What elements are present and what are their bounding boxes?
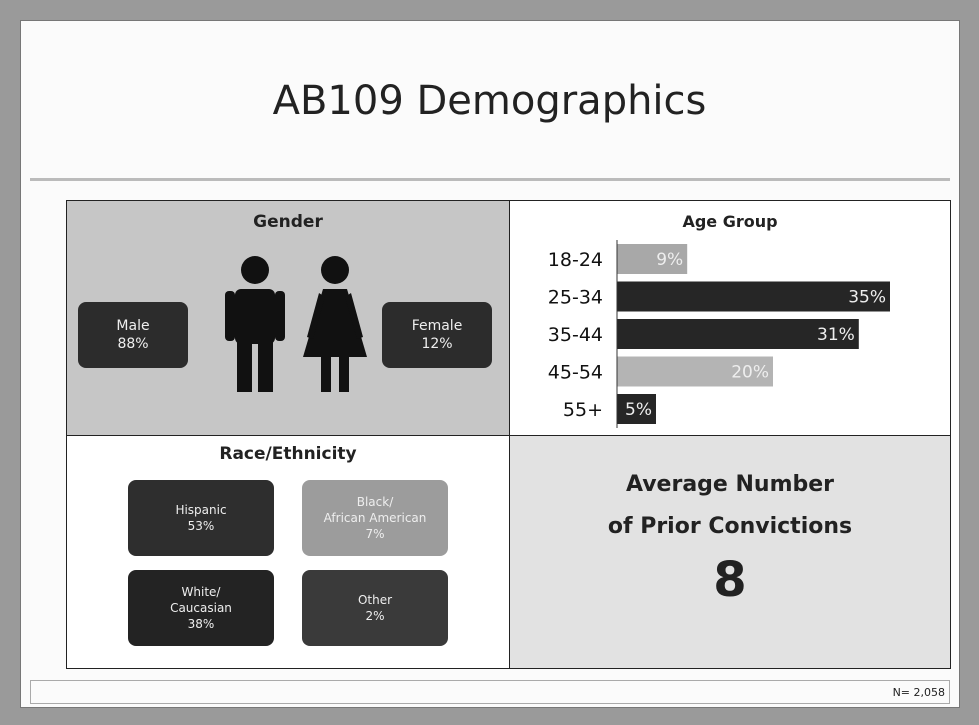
race-text: 53% [187, 519, 215, 533]
sample-size: N= 2,058 [892, 686, 945, 699]
race-title: Race/Ethnicity [219, 444, 357, 464]
race-box: Black/African American 7% [302, 480, 448, 556]
bar-value-label: 20% [731, 363, 769, 383]
convictions-panel [509, 435, 951, 669]
female-icon [303, 256, 367, 392]
footer-bar [30, 680, 950, 704]
female-value: 12% [421, 336, 453, 352]
gender-icons [225, 256, 367, 392]
male-label: Male [116, 318, 150, 334]
age-title: Age Group [682, 212, 778, 231]
race-text: White/ [181, 585, 221, 599]
age-label: 55+ [563, 399, 603, 421]
race-text: Hispanic [175, 503, 227, 517]
race-text: 2% [365, 609, 385, 623]
bar [617, 244, 688, 274]
bar-value-label: 31% [817, 325, 855, 345]
bar-value-label: 35% [848, 288, 886, 308]
race-text: 7% [365, 527, 385, 541]
female-label: Female [411, 318, 463, 334]
age-label: 25-34 [548, 287, 603, 309]
female-box: Female 12% [382, 302, 492, 368]
bar [617, 281, 890, 312]
convictions-text: Average Number of Prior Convictions 8 [509, 464, 951, 612]
race-box: Other 2% [302, 570, 448, 646]
male-box: Male 88% [78, 302, 188, 368]
male-icon [225, 256, 285, 392]
bar [617, 319, 859, 349]
age-label: 18-24 [548, 249, 603, 271]
race-box: White/Caucasian 38% [128, 570, 274, 646]
bar [617, 394, 656, 424]
age-label: 45-54 [548, 362, 603, 384]
bar [617, 356, 773, 387]
race-text: African American [323, 511, 427, 525]
race-text: Black/ [356, 495, 394, 509]
gender-title: Gender [253, 212, 323, 232]
male-value: 88% [117, 336, 149, 352]
convictions-value: 8 [713, 552, 747, 608]
bar-value-label: 5% [625, 400, 652, 420]
bar-value-label: 9% [656, 250, 683, 270]
race-text: Other [357, 593, 393, 607]
race-text: 38% [187, 617, 215, 631]
convictions-line: Average Number [625, 472, 835, 497]
divider [30, 178, 950, 181]
slide-title: AB109 Demographics [272, 78, 707, 124]
race-box: Hispanic 53% [128, 480, 274, 556]
race-text: Caucasian [170, 601, 232, 615]
age-chart: 18-24 9% 25-34 35% 35-44 31% 45-54 20% 55+ 5% [548, 240, 890, 428]
convictions-line: of Prior Convictions [607, 514, 853, 539]
age-label: 35-44 [548, 324, 603, 346]
